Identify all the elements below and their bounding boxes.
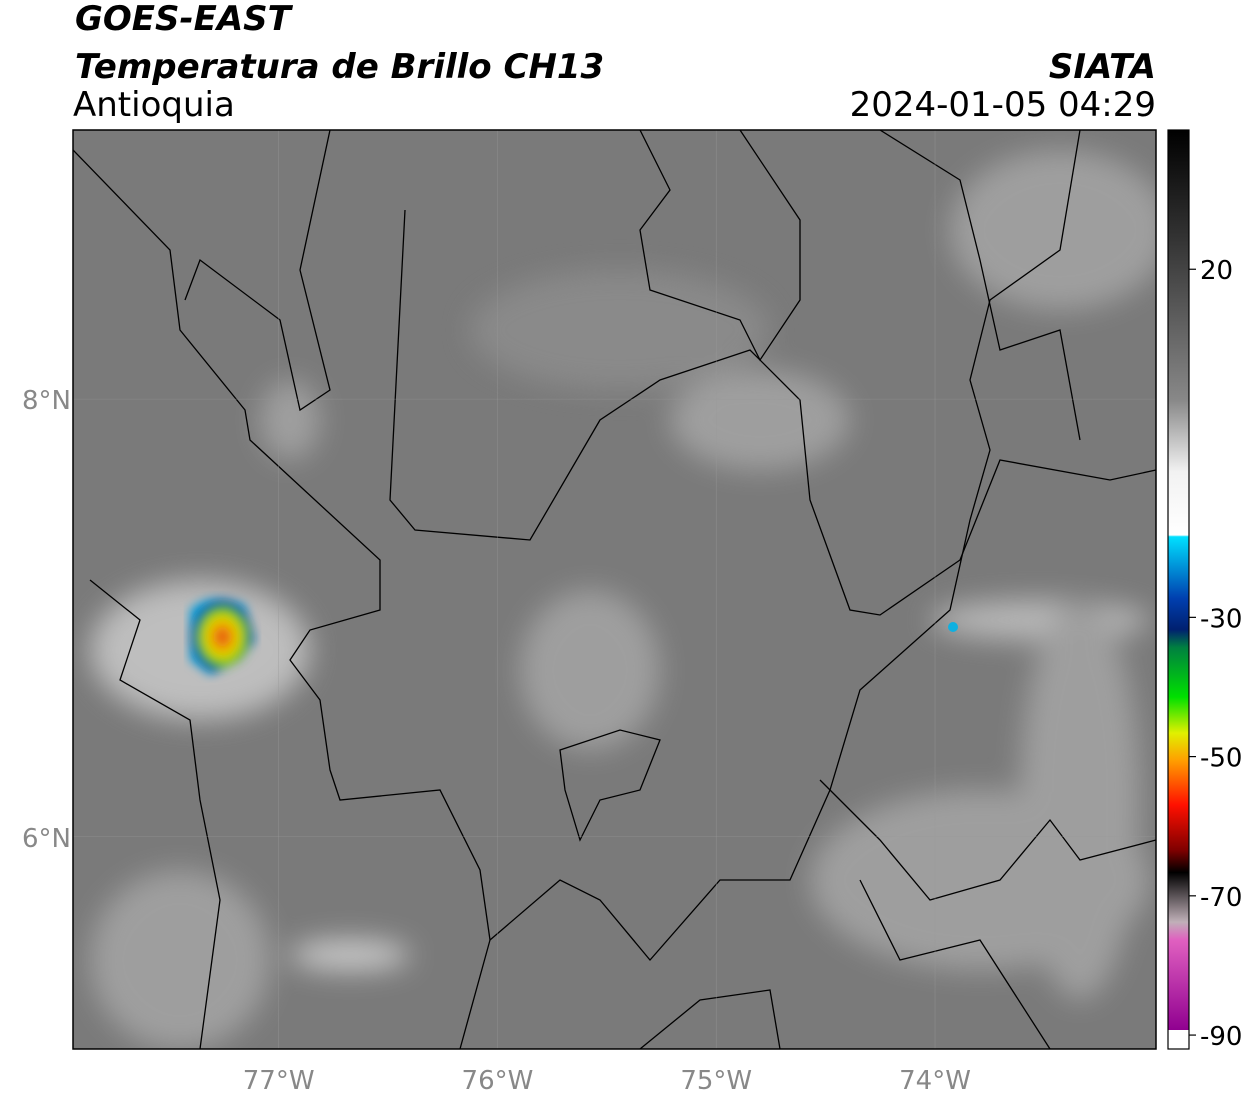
colorbar-tick-label: 20 (1200, 256, 1233, 286)
region: Antioquia (73, 85, 235, 125)
lon-tick-label: 77°W (243, 1066, 315, 1096)
lon-tick-label: 74°W (899, 1066, 971, 1096)
colorbar-tick-label: -50 (1200, 744, 1242, 774)
colorbar-tick-label: -30 (1200, 604, 1242, 634)
datetime: 2024-01-05 04:29 (850, 85, 1156, 125)
colorbar-ticks: 20 -30 -50 -70 -90 (1189, 256, 1242, 1052)
lat-tick-label: 6°N (22, 824, 71, 854)
colorbar-frame (1167, 129, 1190, 1050)
subtitle: Temperatura de Brillo CH13 (75, 47, 604, 87)
lat-tick-label: 8°N (22, 386, 71, 416)
source: SIATA (1049, 47, 1156, 87)
colorbar-tick-label: -70 (1200, 883, 1242, 913)
colorbar-tick-label: -90 (1200, 1022, 1242, 1052)
satellite-image (73, 130, 1156, 1049)
map-frame (72, 129, 1157, 1050)
title: GOES-EAST (75, 0, 294, 39)
graticule: 77°W 76°W 75°W 74°W 8°N 6°N (22, 130, 1156, 1096)
lon-tick-label: 76°W (462, 1066, 534, 1096)
lon-tick-label: 75°W (680, 1066, 752, 1096)
header: GOES-EAST Temperatura de Brillo CH13 Ant… (73, 0, 1156, 125)
colorbar (1168, 130, 1189, 1030)
